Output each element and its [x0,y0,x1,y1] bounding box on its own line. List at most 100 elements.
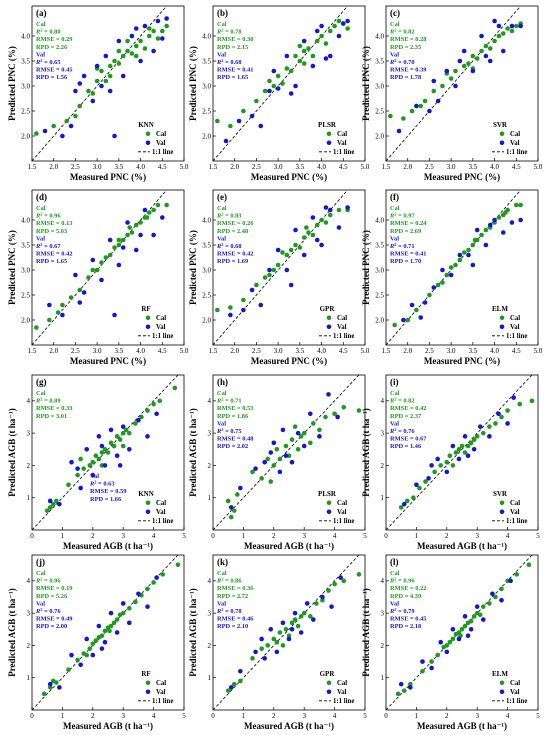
legend-cal-marker [326,680,332,686]
y-axis-title: Predicted PNC (%) [7,230,17,305]
cal-stat: Cal [36,390,46,397]
val-point [466,252,471,258]
val-point [487,58,493,64]
val-point [426,476,431,481]
x-tick-label: 5.0 [361,347,370,355]
cal-point [267,78,272,84]
plot-frame [212,189,366,346]
legend-line-label: 1:1 line [506,333,527,340]
val-point [68,123,74,129]
cal-stat: RMSE = 0.24 [390,220,427,227]
legend-cal-marker [326,131,332,137]
y-tick-label: 1 [208,494,212,502]
x-tick-label: 5 [536,532,540,540]
legend-line-label: 1:1 line [333,149,354,156]
cal-point [73,113,78,119]
val-point [120,73,126,79]
legend-cal-marker [145,131,151,137]
x-tick-label: 3.0 [93,163,102,171]
val-point [429,463,434,468]
cal-point [262,88,268,94]
x-tick-label: 2.5 [71,163,80,171]
val-stat: RPD = 2.18 [390,623,421,630]
cal-point [314,601,319,606]
cal-point [479,48,484,54]
legend-cal-marker [326,500,332,506]
one-to-one-line [31,374,179,531]
y-tick-label: 3.0 [21,266,30,274]
val-point [259,636,264,642]
panel-label: (h) [217,377,228,387]
val-stat: Val [90,473,99,480]
val-point [90,652,96,658]
cal-point [96,456,102,462]
panel-label: (g) [36,377,47,387]
x-tick-label: 5.0 [361,163,370,171]
val-stat: RPD = 1.69 [217,258,248,265]
legend-line-label: 1:1 line [333,333,354,340]
cal-point [471,437,477,442]
cal-point [86,275,91,280]
val-point [112,312,117,318]
cal-point [388,113,393,119]
val-point [496,411,501,417]
legend-val-label: Val [337,324,347,331]
val-point [94,63,100,69]
legend-line-label: 1:1 line [152,149,173,156]
cal-stat: Cal [217,570,227,577]
val-stat: RMSE = 0.41 [390,251,426,258]
val-point [408,685,413,690]
val-point [431,285,437,290]
cal-point [477,612,483,618]
cal-point [444,272,450,278]
panel-label: (k) [217,557,228,567]
cal-stat: RMSE = 0.22 [390,585,426,592]
cal-point [123,427,129,433]
cal-point [323,414,328,420]
val-point [293,227,298,233]
y-tick-label: 2.0 [21,316,30,324]
val-point [335,414,340,420]
cal-point [468,440,474,446]
plot-frame [212,554,366,711]
x-tick-label: 2.0 [403,347,412,355]
cal-point [265,643,271,648]
cal-stat: Cal [390,21,400,28]
cal-point [453,68,458,74]
cal-point [47,685,53,690]
cal-point [487,601,492,606]
y-tick-label: 1 [381,494,385,502]
val-stat: Val [36,600,45,607]
x-tick-label: 3.5 [295,347,304,355]
x-tick-label: 2.5 [425,163,434,171]
cal-point [298,434,304,439]
val-point [440,267,445,273]
val-point [42,128,48,134]
val-point [435,456,440,462]
val-point [116,38,122,44]
x-tick-label: 4.0 [317,347,326,355]
val-point [301,252,307,258]
cal-point [231,508,237,513]
cal-point [295,623,301,629]
cal-point [453,262,458,268]
cal-point [529,398,535,404]
val-stat: R2 = 0.79 [389,607,415,616]
val-point [396,128,402,134]
cal-point [401,688,407,693]
val-point [84,636,90,642]
cal-point [146,33,152,39]
x-axis-title: Measured PNC (%) [424,172,500,182]
cal-stat: RPD = 5.03 [36,228,67,235]
cal-point [238,678,243,684]
one-to-one-line [212,554,360,711]
legend-cal-marker [499,315,505,321]
cal-point [286,633,292,639]
val-point [129,33,135,39]
val-stat: RMSE = 0.39 [390,67,426,74]
x-tick-label: 4.0 [136,347,145,355]
legend-line-label: 1:1 line [152,333,173,340]
